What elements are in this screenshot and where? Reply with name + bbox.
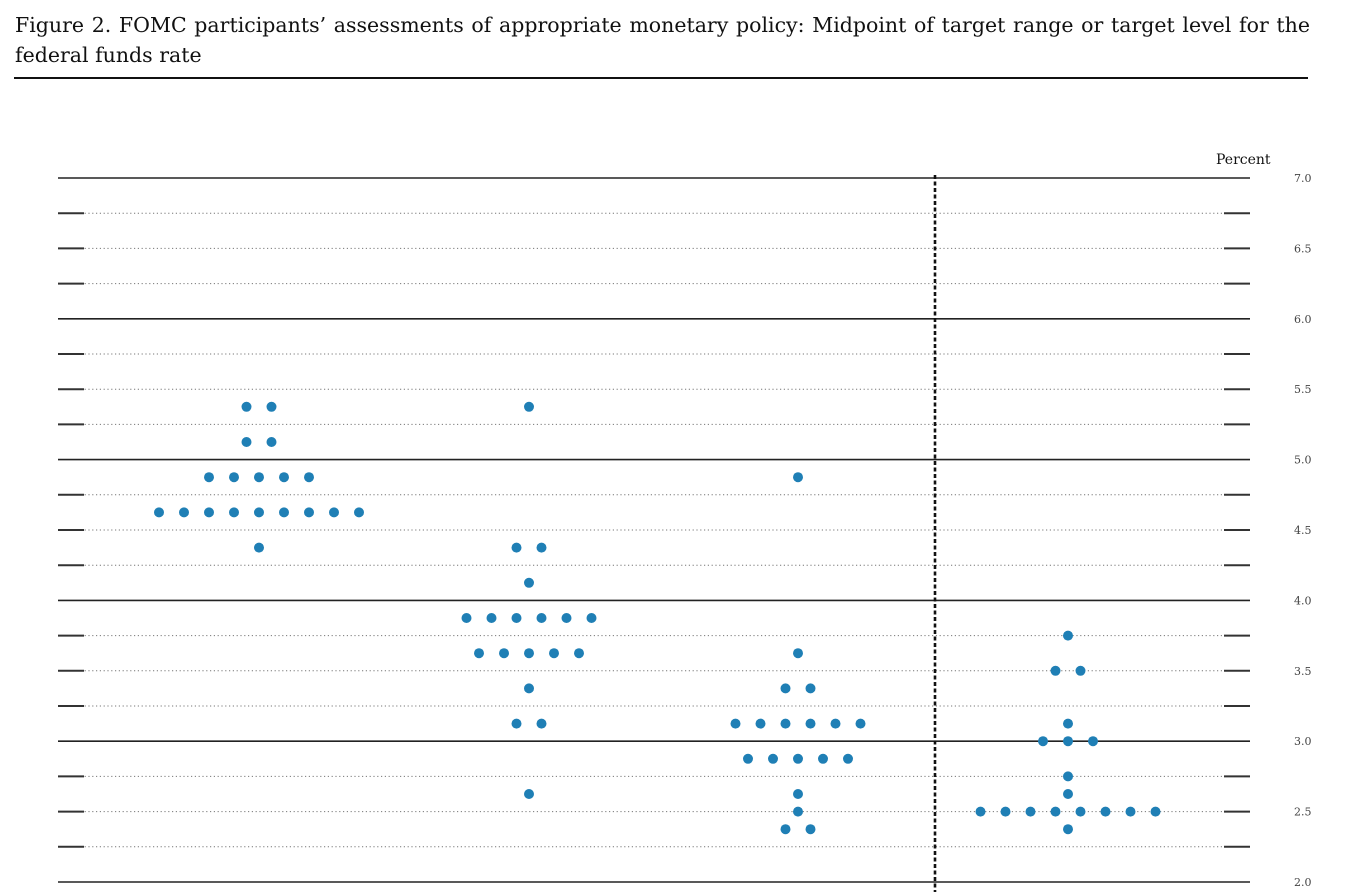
dot	[793, 648, 803, 659]
y-tick-labels: 2.0 2.5 3.0 3.5 4.0 4.5 5.0 5.5 6.0 6.5 7.0	[1294, 172, 1312, 889]
dot	[1063, 789, 1073, 799]
dot	[266, 437, 277, 447]
dot	[524, 648, 534, 659]
dot	[843, 753, 853, 764]
dot	[241, 401, 252, 412]
dot	[1050, 665, 1061, 676]
dot	[1125, 806, 1136, 817]
dot	[1025, 806, 1036, 817]
dot	[511, 613, 522, 623]
dot	[805, 683, 816, 694]
dot	[254, 507, 264, 518]
dot	[1075, 665, 1086, 676]
dot	[793, 806, 803, 817]
dot	[179, 507, 189, 518]
y-tick-label: 6.5	[1294, 242, 1312, 255]
y-tick-label: 6.0	[1294, 313, 1312, 326]
y-tick-label: 5.0	[1294, 454, 1312, 467]
dot	[461, 613, 472, 623]
dot	[855, 718, 866, 729]
dot	[254, 542, 264, 553]
dot	[229, 507, 239, 518]
dot	[499, 648, 509, 659]
title-rule	[14, 77, 1308, 79]
dot	[549, 648, 559, 659]
dot	[1150, 806, 1161, 817]
dot	[768, 753, 778, 764]
dot	[1000, 806, 1011, 817]
dot	[524, 577, 534, 588]
y-tick-label: 4.0	[1294, 594, 1312, 607]
dot	[154, 507, 164, 518]
dot	[780, 718, 791, 729]
y-tick-label: 3.5	[1294, 665, 1312, 678]
dot	[1063, 736, 1073, 747]
dots-layer	[154, 401, 1161, 835]
dot	[536, 613, 547, 623]
dot	[975, 806, 986, 817]
dot	[818, 753, 828, 764]
y-axis-unit-label: Percent	[1216, 152, 1271, 168]
dot	[354, 507, 364, 518]
dot	[1063, 771, 1073, 782]
dot	[524, 789, 534, 799]
dot	[304, 472, 314, 483]
dot	[805, 824, 816, 835]
dot	[511, 542, 522, 553]
dot	[229, 472, 239, 483]
dot	[561, 613, 572, 623]
dot	[805, 718, 816, 729]
dot	[793, 753, 803, 764]
dot	[1063, 824, 1073, 835]
dot	[730, 718, 741, 729]
dot	[279, 472, 289, 483]
dot	[780, 824, 791, 835]
dot	[536, 718, 547, 729]
dot	[204, 472, 214, 483]
dot	[1075, 806, 1086, 817]
dot	[1100, 806, 1111, 817]
dot	[1063, 630, 1073, 641]
y-tick-label: 5.5	[1294, 383, 1312, 396]
dot	[1038, 736, 1048, 747]
dot	[1050, 806, 1061, 817]
y-tick-label: 4.5	[1294, 524, 1312, 537]
dot	[474, 648, 484, 659]
y-tick-label: 2.5	[1294, 806, 1312, 819]
y-tick-label: 7.0	[1294, 172, 1312, 185]
grid-layer	[58, 177, 1250, 883]
dot	[279, 507, 289, 518]
y-tick-label: 2.0	[1294, 876, 1312, 889]
dot	[793, 789, 803, 799]
dot	[254, 472, 264, 483]
dot	[486, 613, 497, 623]
dot	[755, 718, 766, 729]
dot	[1063, 718, 1073, 729]
y-tick-label: 3.0	[1294, 735, 1312, 748]
dot	[574, 648, 584, 659]
dot	[1088, 736, 1098, 747]
dot	[780, 683, 791, 694]
dot	[524, 401, 534, 412]
dot	[830, 718, 841, 729]
figure-title: Figure 2. FOMC participants’ assessments…	[15, 13, 1310, 67]
dot	[524, 683, 534, 694]
dot	[329, 507, 339, 518]
dot	[266, 401, 277, 412]
dot	[241, 437, 252, 447]
dot	[204, 507, 214, 518]
dot	[536, 542, 547, 553]
dot	[511, 718, 522, 729]
dot	[793, 472, 803, 483]
dot	[743, 753, 753, 764]
dot	[586, 613, 597, 623]
dot	[304, 507, 314, 518]
